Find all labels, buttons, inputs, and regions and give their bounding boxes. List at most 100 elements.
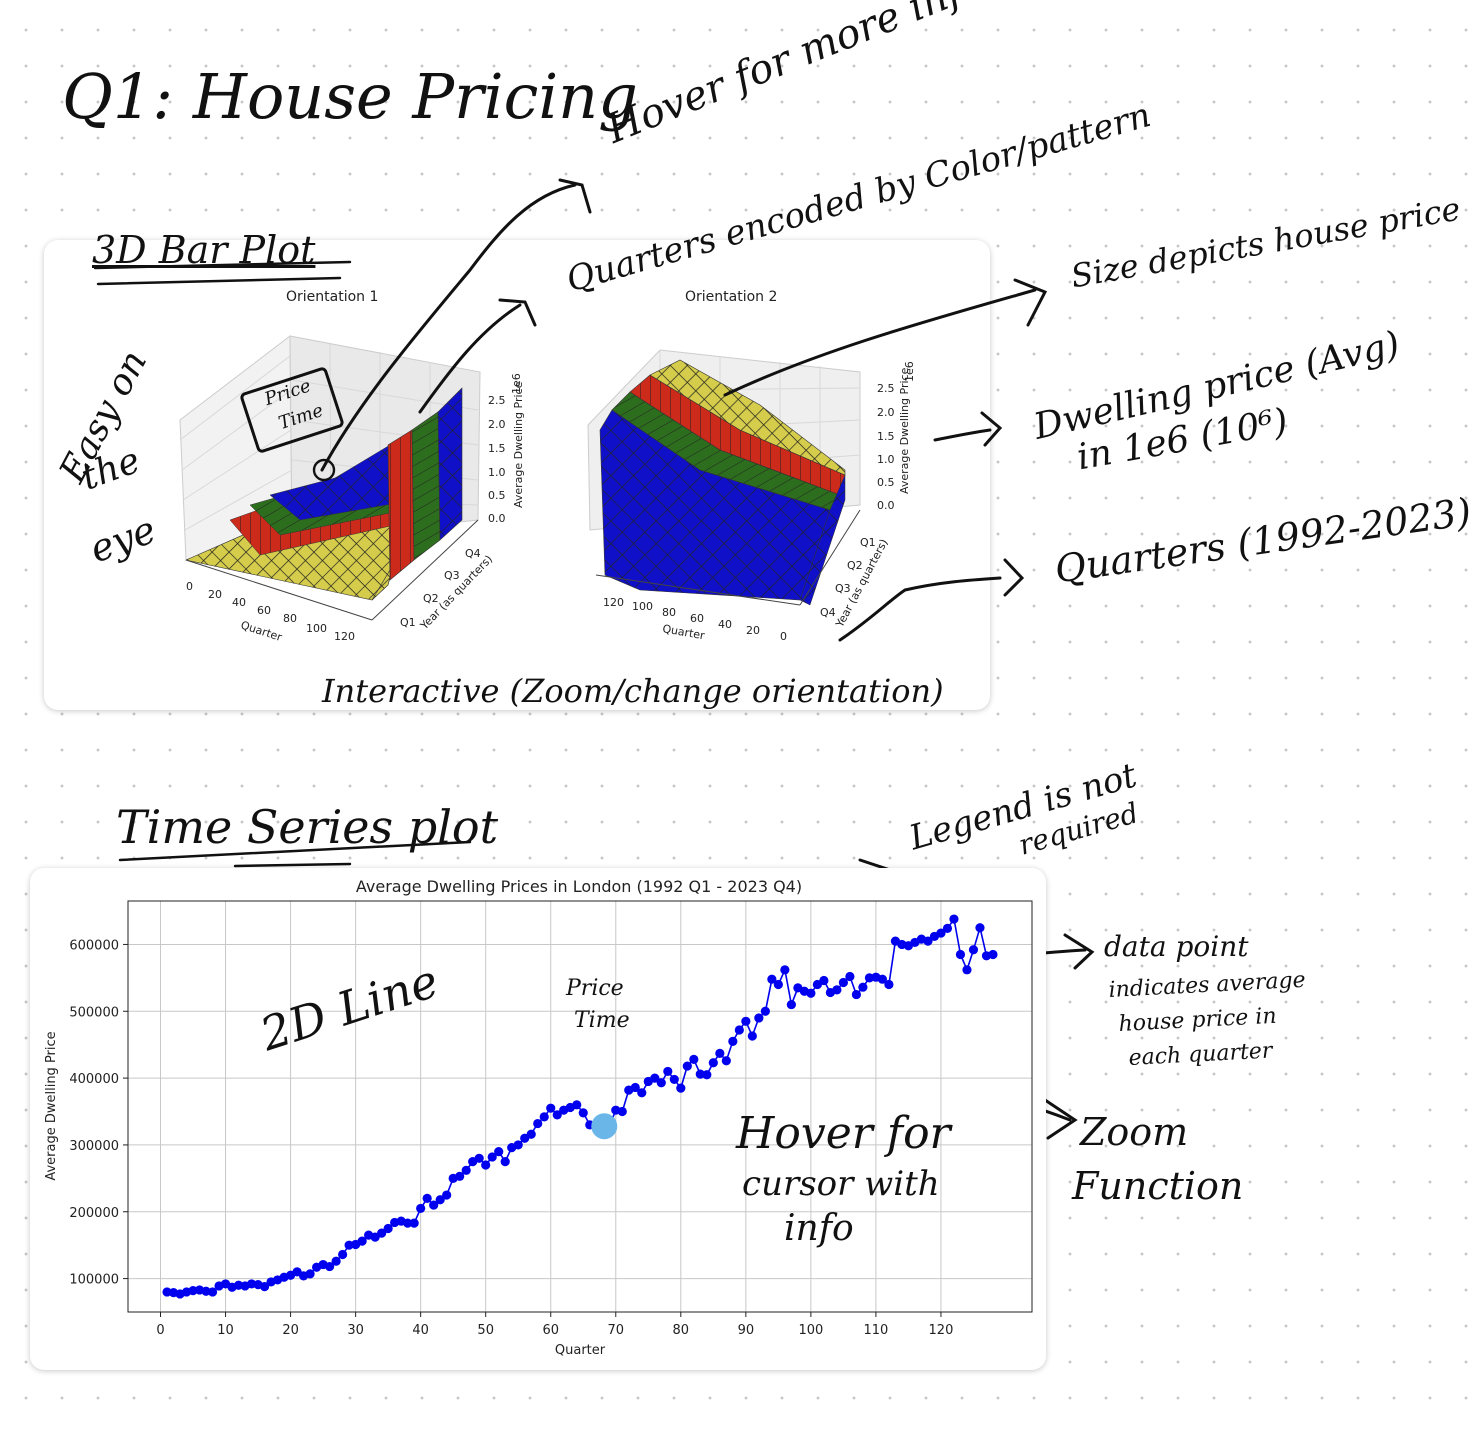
data-point[interactable] <box>877 974 888 984</box>
data-point[interactable] <box>884 979 894 990</box>
data-point[interactable] <box>923 936 933 946</box>
data-point[interactable] <box>383 1223 393 1234</box>
data-point[interactable] <box>442 1190 452 1200</box>
data-point[interactable] <box>377 1228 387 1238</box>
data-point[interactable] <box>455 1171 465 1181</box>
orientation1-plot[interactable] <box>179 334 481 621</box>
data-point[interactable] <box>259 1282 270 1292</box>
price-series[interactable] <box>162 914 998 1299</box>
data-point[interactable] <box>767 974 777 984</box>
data-point[interactable] <box>500 1157 510 1167</box>
data-point[interactable] <box>786 999 796 1010</box>
data-point[interactable] <box>741 1016 751 1026</box>
data-point[interactable] <box>955 949 966 960</box>
data-point[interactable] <box>331 1256 341 1266</box>
data-point[interactable] <box>949 914 959 924</box>
data-point[interactable] <box>942 923 953 934</box>
data-point[interactable] <box>858 982 868 992</box>
data-point[interactable] <box>728 1036 738 1046</box>
data-point[interactable] <box>851 989 862 1000</box>
svg-text:0.5: 0.5 <box>488 489 506 502</box>
data-point[interactable] <box>819 975 829 986</box>
data-point[interactable] <box>650 1073 660 1083</box>
data-point[interactable] <box>630 1082 640 1093</box>
data-point[interactable] <box>461 1165 471 1175</box>
data-point[interactable] <box>474 1153 484 1163</box>
data-point[interactable] <box>936 928 946 938</box>
data-point[interactable] <box>487 1152 497 1162</box>
data-point[interactable] <box>546 1103 556 1113</box>
note-hover-cursor-2: cursor with <box>742 1164 940 1204</box>
data-point[interactable] <box>721 1056 731 1066</box>
data-point[interactable] <box>676 1083 686 1093</box>
data-point[interactable] <box>663 1066 673 1077</box>
data-point[interactable] <box>481 1160 491 1170</box>
svg-text:0: 0 <box>186 580 193 593</box>
svg-text:Q2: Q2 <box>847 559 863 572</box>
data-point[interactable] <box>734 1025 744 1035</box>
x-tick-label: 70 <box>607 1323 624 1338</box>
x-tick-label: 0 <box>156 1323 164 1338</box>
data-point[interactable] <box>702 1070 712 1080</box>
data-point[interactable] <box>572 1100 582 1110</box>
x-tick-label: 80 <box>673 1323 690 1338</box>
orientation2-yticks: Q1 Q2 Q3 Q4 <box>820 536 876 619</box>
data-point[interactable] <box>682 1061 692 1071</box>
orientation2-plot[interactable] <box>587 349 861 606</box>
data-point[interactable] <box>656 1078 666 1088</box>
data-point[interactable] <box>637 1088 647 1098</box>
data-point[interactable] <box>806 988 816 998</box>
orientation2-xticks: 120 100 80 60 40 20 0 <box>603 596 787 643</box>
data-point[interactable] <box>754 1013 764 1023</box>
data-point[interactable] <box>403 1218 413 1228</box>
data-point[interactable] <box>780 965 790 975</box>
data-point[interactable] <box>773 979 783 990</box>
data-point[interactable] <box>968 945 979 955</box>
data-point[interactable] <box>513 1140 523 1150</box>
data-point[interactable] <box>845 971 855 982</box>
data-point[interactable] <box>962 965 972 975</box>
data-point[interactable] <box>416 1203 426 1214</box>
data-point[interactable] <box>338 1249 348 1260</box>
data-point[interactable] <box>207 1287 218 1297</box>
data-point[interactable] <box>533 1118 543 1129</box>
orientation2-zlabel: Average Dwelling Price <box>898 367 911 494</box>
svg-text:Q1: Q1 <box>400 616 416 629</box>
svg-text:80: 80 <box>662 606 676 619</box>
data-point[interactable] <box>494 1147 504 1157</box>
data-point[interactable] <box>305 1269 315 1279</box>
note-price-time-bottom-1: Price <box>566 976 624 1001</box>
data-point[interactable] <box>838 977 848 988</box>
svg-text:60: 60 <box>257 604 271 617</box>
data-point[interactable] <box>552 1110 562 1120</box>
data-point[interactable] <box>578 1108 588 1118</box>
data-point[interactable] <box>325 1261 335 1272</box>
svg-text:1.0: 1.0 <box>488 466 506 479</box>
data-point[interactable] <box>689 1054 699 1064</box>
svg-text:0: 0 <box>780 630 787 643</box>
hover-cursor-marker[interactable] <box>591 1113 618 1140</box>
data-point[interactable] <box>617 1106 627 1117</box>
data-point[interactable] <box>435 1195 445 1205</box>
data-point[interactable] <box>708 1058 718 1068</box>
data-point[interactable] <box>975 923 985 933</box>
data-point[interactable] <box>409 1218 419 1228</box>
data-point[interactable] <box>988 949 998 960</box>
svg-text:2.5: 2.5 <box>488 394 506 407</box>
data-point[interactable] <box>760 1006 770 1016</box>
data-point[interactable] <box>747 1031 757 1041</box>
note-data-point-1: data point <box>1104 930 1249 963</box>
orientation2-title: Orientation 2 <box>685 289 778 305</box>
data-point[interactable] <box>422 1193 432 1203</box>
data-point[interactable] <box>429 1200 439 1210</box>
data-point[interactable] <box>357 1236 367 1246</box>
data-point[interactable] <box>832 985 842 995</box>
orientation1-zticks: 2.5 2.0 1.5 1.0 0.5 0.0 <box>488 394 506 525</box>
x-tick-label: 50 <box>477 1323 494 1338</box>
data-point[interactable] <box>669 1074 679 1085</box>
data-point[interactable] <box>539 1112 549 1122</box>
data-point[interactable] <box>526 1129 536 1139</box>
data-point[interactable] <box>715 1048 725 1058</box>
